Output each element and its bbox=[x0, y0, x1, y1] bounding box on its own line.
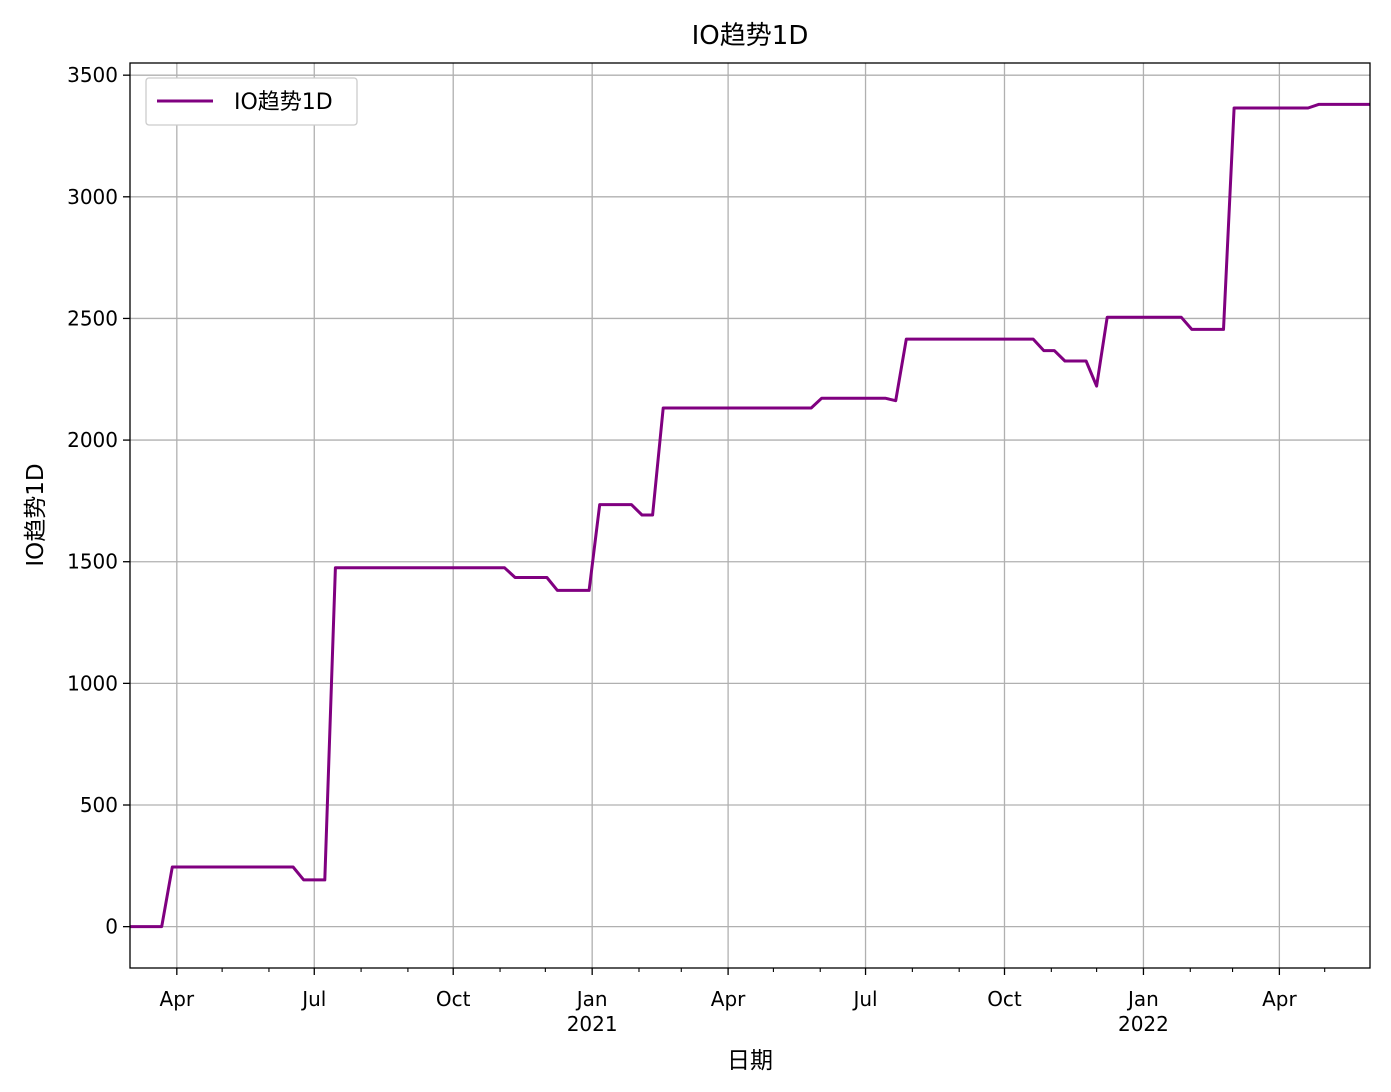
x-tick-label: Jul bbox=[851, 987, 877, 1011]
legend-box bbox=[145, 77, 358, 126]
y-tick-label: 1500 bbox=[67, 550, 118, 574]
y-tick-label: 2000 bbox=[67, 428, 118, 452]
x-tick-label: Apr bbox=[160, 987, 195, 1011]
y-tick-label: 1000 bbox=[67, 671, 118, 695]
series-layer bbox=[130, 102, 1370, 929]
y-tick-label: 3500 bbox=[67, 63, 118, 87]
x-tick-label: Oct bbox=[436, 987, 471, 1011]
y-axis: 0 500 1000 1500 2000 2500 3000 3500 bbox=[67, 63, 130, 939]
x-tick-label: Jul bbox=[300, 987, 326, 1011]
x-axis-title: 日期 bbox=[727, 1048, 773, 1074]
series-line bbox=[130, 102, 1370, 929]
y-axis-title: IO趋势1D bbox=[23, 463, 49, 566]
plot-frame bbox=[129, 62, 1371, 969]
grid-layer bbox=[130, 63, 1370, 968]
x-tick-label: Oct bbox=[987, 987, 1022, 1011]
x-tick-year-label: 2021 bbox=[567, 1012, 618, 1036]
y-tick-label: 2500 bbox=[67, 306, 118, 330]
y-tick-label: 500 bbox=[80, 793, 118, 817]
legend-entry-label: IO趋势1D bbox=[234, 90, 333, 115]
y-tick-label: 0 bbox=[105, 915, 118, 939]
x-tick-label: Apr bbox=[1262, 987, 1297, 1011]
x-tick-year-label: 2022 bbox=[1118, 1012, 1169, 1036]
x-tick-label: Jan bbox=[1126, 987, 1159, 1011]
chart-title: IO趋势1D bbox=[692, 21, 809, 51]
x-tick-label: Jan bbox=[575, 987, 608, 1011]
legend: IO趋势1D bbox=[145, 77, 358, 126]
x-tick-label: Apr bbox=[711, 987, 746, 1011]
y-tick-label: 3000 bbox=[67, 185, 118, 209]
